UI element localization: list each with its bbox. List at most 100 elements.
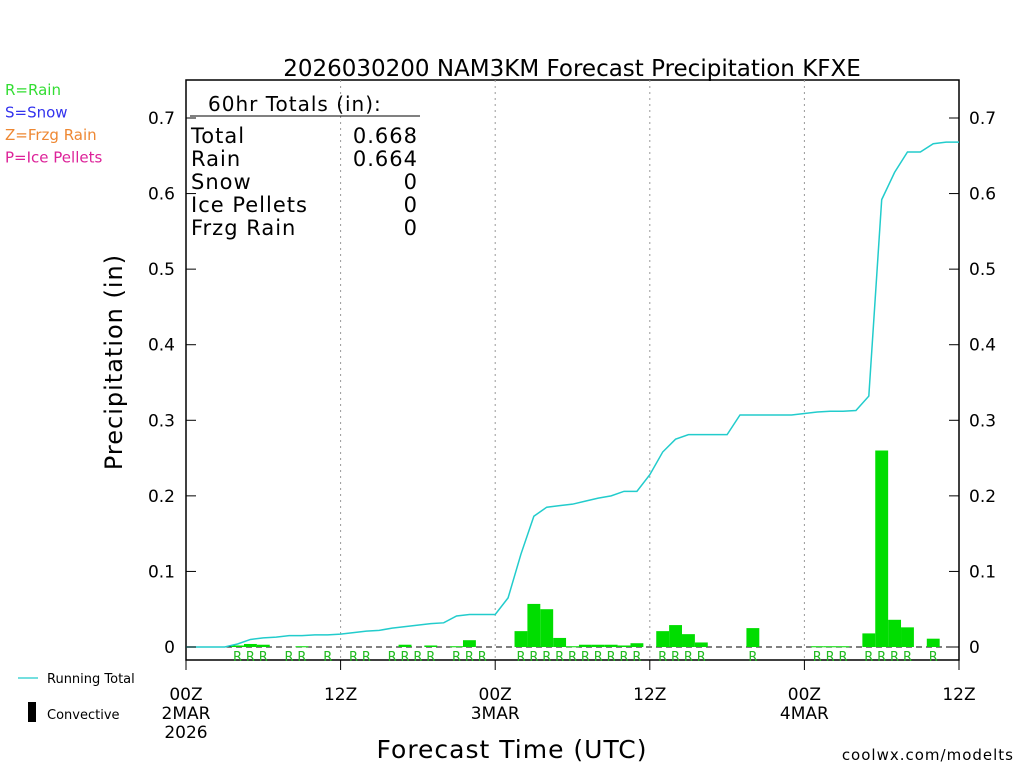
ptype-mark: R xyxy=(813,650,822,665)
ptype-legend: R=Rain S=Snow Z=Frzg Rain P=Ice Pellets xyxy=(5,81,102,167)
precip-bar xyxy=(604,644,618,647)
precip-bar xyxy=(566,646,579,648)
precip-bar xyxy=(888,619,902,647)
ptype-mark: R xyxy=(246,650,255,665)
totals-row-value: 0.668 xyxy=(353,124,418,148)
ptype-mark: R xyxy=(452,650,461,665)
y-axis-left: 0 0.1 0.2 0.3 0.4 0.5 0.6 0.7 xyxy=(148,109,196,658)
y-axis-right: 0 0.1 0.2 0.3 0.4 0.5 0.6 0.7 xyxy=(949,109,996,658)
precip-bar xyxy=(578,644,592,647)
y-tick-label: 0.7 xyxy=(148,109,175,129)
ptype-mark: R xyxy=(748,650,757,665)
precip-bar xyxy=(462,640,476,647)
precip-bar xyxy=(836,646,850,648)
precip-bar xyxy=(553,637,567,647)
ptype-mark: R xyxy=(671,650,680,665)
precip-bar xyxy=(875,450,889,647)
x-tick-label: 2MAR xyxy=(162,704,211,724)
y-tick-label: 0 xyxy=(164,638,175,658)
x-tick-label: 4MAR xyxy=(780,704,829,724)
x-tick-label: 00Z xyxy=(788,685,821,705)
ptype-mark: R xyxy=(323,650,332,665)
ptype-mark: R xyxy=(877,650,886,665)
ptype-mark: R xyxy=(285,650,294,665)
running-total-legend-label: Running Total xyxy=(47,672,135,687)
ptype-mark: R xyxy=(658,650,667,665)
ptype-mark: R xyxy=(697,650,706,665)
ptype-mark: R xyxy=(478,650,487,665)
x-tick-label: 3MAR xyxy=(471,704,520,724)
ptype-mark: R xyxy=(259,650,268,665)
precip-bar xyxy=(231,645,244,647)
ptype-legend-item: Z=Frzg Rain xyxy=(5,126,97,144)
precip-bar xyxy=(901,627,914,647)
y-tick-label-right: 0.1 xyxy=(969,562,996,582)
running-total-line xyxy=(186,141,959,648)
y-tick-label-right: 0.4 xyxy=(969,336,996,356)
ptype-mark: R xyxy=(542,650,551,665)
precip-bar xyxy=(862,633,876,647)
precip-bar xyxy=(591,644,605,647)
precip-bar xyxy=(450,646,463,648)
convective-legend-label: Convective xyxy=(47,708,120,723)
x-tick-label: 12Z xyxy=(324,685,357,705)
precip-bar xyxy=(682,634,695,647)
precip-bar xyxy=(823,646,837,648)
running-total-series xyxy=(186,141,959,648)
precip-bar xyxy=(694,642,708,647)
totals-row-label: Total xyxy=(190,124,245,148)
ptype-mark: R xyxy=(349,650,358,665)
ptype-legend-item: S=Snow xyxy=(5,104,68,122)
y-tick-label-right: 0.5 xyxy=(969,260,996,280)
ptype-mark: R xyxy=(555,650,564,665)
x-tick-label: 12Z xyxy=(633,685,666,705)
ptype-mark: R xyxy=(426,650,435,665)
ptype-mark: R xyxy=(632,650,641,665)
totals-row-label: Snow xyxy=(191,170,252,194)
ptype-mark: R xyxy=(413,650,422,665)
ptype-mark: R xyxy=(929,650,938,665)
ptype-mark: R xyxy=(864,650,873,665)
ptype-mark: R xyxy=(903,650,912,665)
totals-row-label: Ice Pellets xyxy=(191,193,308,217)
y-tick-label: 0.2 xyxy=(148,487,175,507)
ptype-mark: R xyxy=(388,650,397,665)
ptype-mark: R xyxy=(233,650,242,665)
y-tick-label: 0.1 xyxy=(148,562,175,582)
ptype-mark: R xyxy=(607,650,616,665)
ptype-mark: R xyxy=(826,650,835,665)
precip-bar xyxy=(746,628,760,647)
precip-bar xyxy=(926,638,940,647)
precip-bar xyxy=(424,645,438,647)
plot-frame xyxy=(185,79,960,661)
ptype-mark: R xyxy=(839,650,848,665)
ptype-mark: R xyxy=(594,650,603,665)
x-tick-label: 00Z xyxy=(169,685,202,705)
x-axis-label: Forecast Time (UTC) xyxy=(377,735,648,764)
y-tick-label: 0.4 xyxy=(148,336,175,356)
y-tick-label-right: 0.3 xyxy=(969,411,996,431)
precip-bar xyxy=(540,609,554,647)
precip-bar xyxy=(656,631,670,647)
y-tick-label: 0.6 xyxy=(148,185,175,205)
totals-row-label: Rain xyxy=(191,147,241,171)
x-tick-label: 2026 xyxy=(164,723,207,743)
ptype-mark: R xyxy=(362,650,371,665)
y-tick-label-right: 0.6 xyxy=(969,185,996,205)
totals-row-value: 0 xyxy=(404,216,418,240)
precip-bar xyxy=(630,643,644,647)
credit-text: coolwx.com/modelts xyxy=(842,746,1014,764)
ptype-mark: R xyxy=(516,650,525,665)
y-tick-label-right: 0.2 xyxy=(969,487,996,507)
totals-box: 60hr Totals (in): Total 0.668 Rain 0.664 Sno… xyxy=(190,92,420,240)
totals-header: 60hr Totals (in): xyxy=(208,92,382,116)
ptype-mark: R xyxy=(620,650,629,665)
grid-lines xyxy=(340,80,805,660)
bottom-legend: Running Total Convective xyxy=(18,672,135,723)
ptype-mark: R xyxy=(297,650,306,665)
totals-row-value: 0 xyxy=(404,193,418,217)
y-tick-label-right: 0 xyxy=(969,638,980,658)
